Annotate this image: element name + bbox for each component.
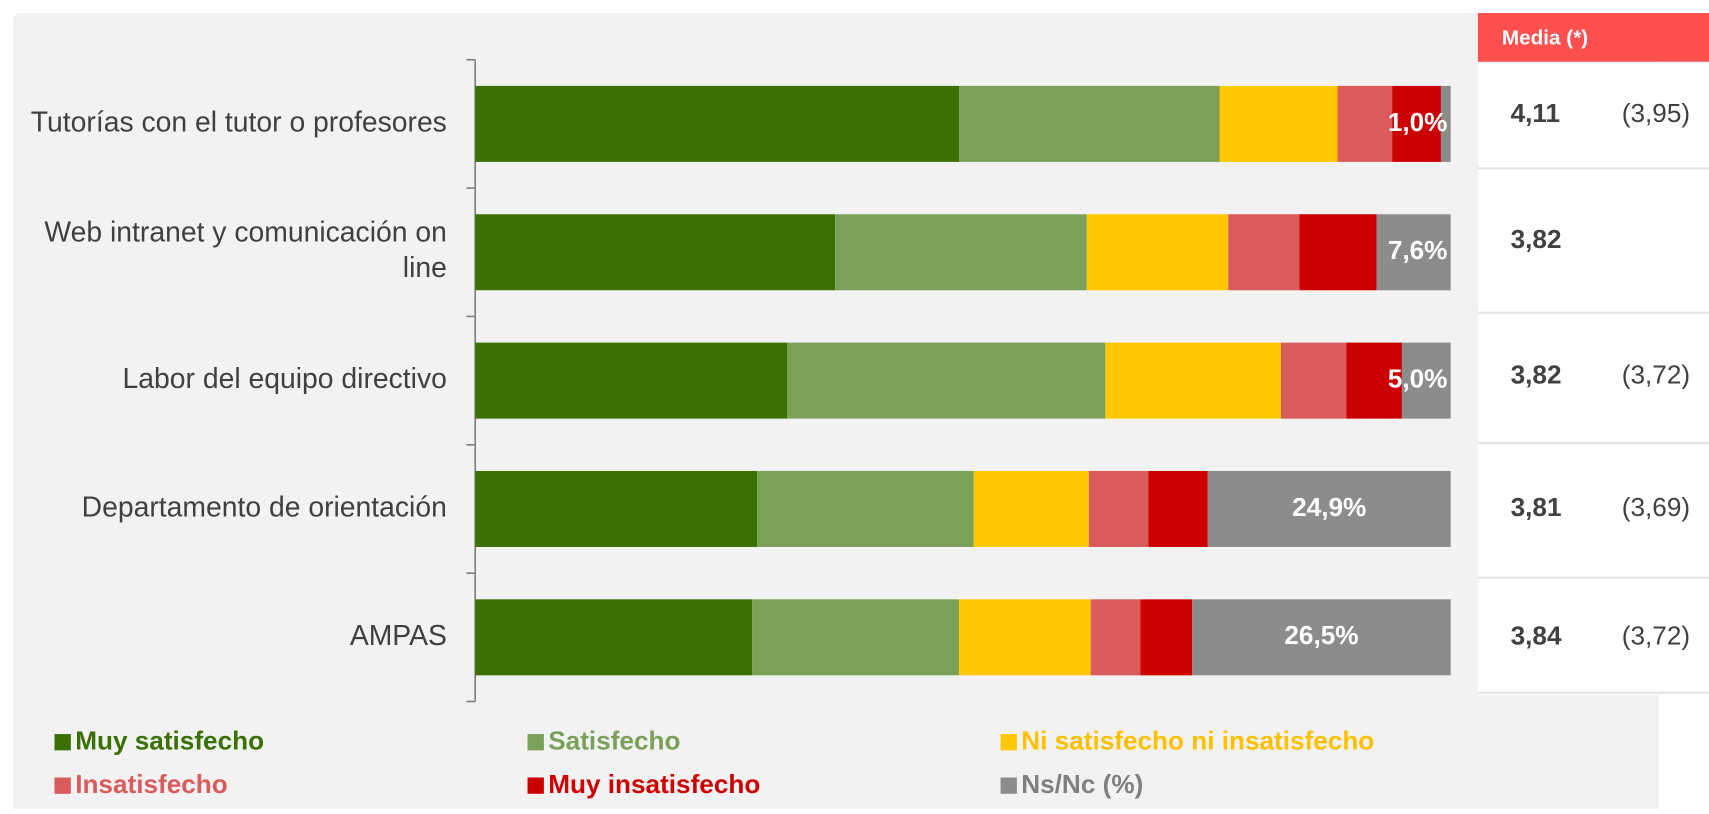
- value-label: 24,9%: [1292, 492, 1366, 522]
- value-label: 5,0%: [1388, 364, 1448, 394]
- bar-segment: [1440, 85, 1451, 162]
- table-header: Media (*): [1502, 27, 1588, 50]
- bar-segment: [959, 599, 1091, 676]
- value-label: 7,6%: [1388, 235, 1448, 265]
- category-label: Tutorías con el tutor o profesores: [31, 105, 447, 137]
- bar-segment: [835, 214, 1087, 291]
- bar-segment: [1088, 470, 1149, 547]
- legend-swatch: [527, 734, 544, 751]
- bar-segment: [1086, 214, 1229, 291]
- category-label: Labor del equipo directivo: [123, 362, 447, 394]
- table-previous: (3,95): [1622, 98, 1690, 128]
- bar-segment: [752, 599, 960, 676]
- table-header-bg: [1477, 13, 1709, 62]
- table-mean: 3,81: [1511, 492, 1562, 522]
- bar-segment: [1280, 342, 1347, 419]
- table-mean: 4,11: [1511, 98, 1560, 128]
- legend-label: Ni satisfecho ni insatisfecho: [1021, 726, 1374, 756]
- legend-label: Ns/Nc (%): [1021, 769, 1143, 799]
- category-label: Departamento de orientación: [82, 490, 447, 522]
- bar-segment: [1105, 342, 1281, 419]
- legend-label: Muy satisfecho: [75, 726, 264, 756]
- legend-label: Insatisfecho: [75, 769, 228, 799]
- bar-segment: [1228, 214, 1300, 291]
- bar-segment: [1337, 85, 1393, 162]
- bar-segment: [475, 599, 753, 676]
- bar-segment: [475, 470, 758, 547]
- bar-segment: [1148, 470, 1208, 547]
- bar-segment: [1140, 599, 1193, 676]
- legend-swatch: [1000, 734, 1017, 751]
- bar-segment: [1219, 85, 1338, 162]
- bar-segment: [959, 85, 1220, 162]
- legend-label: Satisfecho: [548, 726, 680, 756]
- table-mean: 3,82: [1511, 360, 1562, 390]
- bar-segment: [1207, 470, 1451, 547]
- bar-segment: [757, 470, 974, 547]
- table-previous: (3,69): [1622, 492, 1690, 522]
- bar-segment: [475, 85, 960, 162]
- category-label: AMPAS: [350, 619, 447, 651]
- bar-segment: [1090, 599, 1141, 676]
- bar-segment: [1376, 214, 1451, 291]
- bar-segment: [1401, 342, 1451, 419]
- table-mean: 3,84: [1511, 620, 1562, 650]
- bar-segment: [1192, 599, 1451, 676]
- table-mean: 3,82: [1511, 224, 1562, 254]
- bar-segment: [475, 214, 836, 291]
- value-label: 26,5%: [1284, 620, 1358, 650]
- value-label: 1,0%: [1388, 107, 1448, 137]
- legend-swatch: [54, 777, 71, 794]
- bar-segment: [1392, 85, 1441, 162]
- category-label: Web intranet y comunicación on line: [44, 216, 446, 284]
- table-previous: (3,72): [1622, 360, 1690, 390]
- legend-swatch: [1000, 777, 1017, 794]
- table-previous: (3,72): [1622, 620, 1690, 650]
- legend-swatch: [527, 777, 544, 794]
- bar-segment: [973, 470, 1089, 547]
- bar-segment: [475, 342, 788, 419]
- bar-segment: [787, 342, 1106, 419]
- legend-swatch: [54, 734, 71, 751]
- legend-label: Muy insatisfecho: [548, 769, 760, 799]
- bar-segment: [1346, 342, 1402, 419]
- bar-segment: [1299, 214, 1377, 291]
